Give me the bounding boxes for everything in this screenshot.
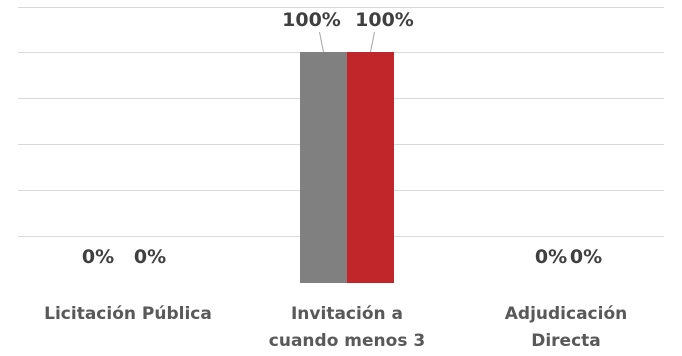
- data-label-0-1: 100%: [282, 9, 341, 31]
- bar-series-1-1: [347, 52, 394, 283]
- data-label-0-2: 0%: [535, 246, 567, 268]
- leader-line-0-1: [319, 31, 324, 53]
- category-labels: Licitación Pública Invitación a cuando men…: [44, 304, 627, 351]
- data-label-1-2: 0%: [570, 246, 602, 268]
- leader-line-1-1: [370, 31, 375, 53]
- category-label-1: Invitación a cuando menos 3: [269, 304, 425, 351]
- category-label-0: Licitación Pública: [44, 304, 212, 324]
- data-label-0-0: 0%: [82, 246, 114, 268]
- bar-series-0-1: [300, 52, 347, 283]
- data-label-1-1: 100%: [355, 9, 414, 31]
- category-label-2: Adjudicación Directa: [505, 304, 628, 351]
- bars: [300, 52, 394, 283]
- data-label-1-0: 0%: [134, 246, 166, 268]
- data-labels: 0% 0%100% 100%0% 0%: [82, 9, 602, 268]
